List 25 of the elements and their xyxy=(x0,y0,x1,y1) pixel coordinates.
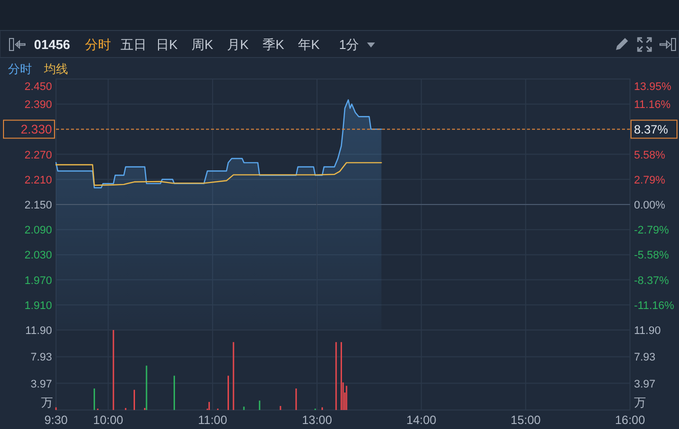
x-tick-label: 9:30 xyxy=(44,413,68,427)
y2-tick-label: 5.58% xyxy=(634,149,666,162)
y2-tick-label: 3.97 xyxy=(634,378,656,390)
y-axis-title: 万 xyxy=(41,395,53,410)
y-tick-label: 11.90 xyxy=(25,324,52,337)
y-tick-label: 3.97 xyxy=(30,378,52,390)
y2-tick-label: 2.79% xyxy=(634,174,666,186)
x-tick-label: 15:00 xyxy=(510,413,542,427)
y2-tick-label: -5.58% xyxy=(634,250,670,262)
y2-tick-label: -2.79% xyxy=(634,224,670,237)
y2-tick-label: 11.16% xyxy=(634,99,671,112)
y2-tick-label: 11.90 xyxy=(634,324,661,337)
y2-tick-label: -11.16% xyxy=(634,300,674,312)
x-tick-label: 10:00 xyxy=(93,413,124,427)
y2-tick-label: 13.95% xyxy=(634,80,672,93)
x-tick-label: 11:00 xyxy=(198,413,228,427)
y2-axis-title: 万 xyxy=(634,395,646,410)
x-tick-label: 16:00 xyxy=(614,413,646,427)
y2-tick-label: 7.93 xyxy=(634,352,656,364)
y-tick-label: 7.93 xyxy=(30,352,52,364)
y2-tick-label: 0.00% xyxy=(634,199,666,212)
x-tick-label: 13:00 xyxy=(302,413,332,427)
x-tick-label: 14:00 xyxy=(406,413,437,427)
y2-tick-label: 8.37% xyxy=(634,122,668,137)
y2-tick-label: -8.37% xyxy=(634,274,670,287)
